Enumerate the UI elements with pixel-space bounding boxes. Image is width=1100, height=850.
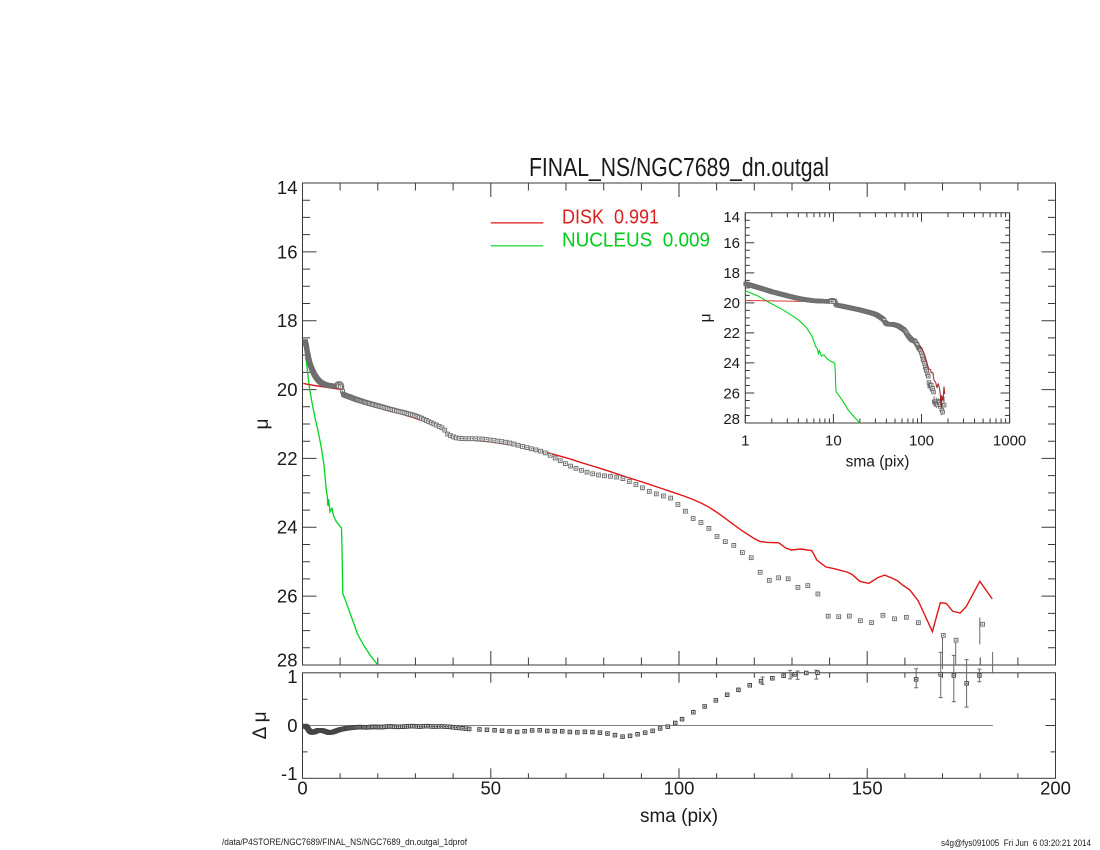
- svg-text:sma (pix): sma (pix): [846, 454, 910, 471]
- svg-text:20: 20: [277, 379, 298, 400]
- svg-text:s4g@fys091005 Fri Jun 6 03:2: s4g@fys091005 Fri Jun 6 03:20:21 2014: [941, 838, 1091, 848]
- svg-text:NUCLEUS 0.009: NUCLEUS 0.009: [562, 230, 710, 252]
- svg-text:0: 0: [287, 715, 297, 736]
- svg-text:150: 150: [852, 778, 883, 799]
- svg-text:50: 50: [481, 778, 502, 799]
- svg-text:100: 100: [664, 778, 695, 799]
- svg-text:24: 24: [723, 355, 740, 372]
- svg-text:26: 26: [277, 586, 298, 607]
- svg-text:16: 16: [723, 235, 740, 252]
- svg-text:100: 100: [909, 433, 934, 450]
- svg-text:sma (pix): sma (pix): [640, 806, 718, 827]
- svg-text:26: 26: [723, 385, 740, 402]
- svg-text:24: 24: [277, 517, 298, 538]
- svg-text:FINAL_NS/NGC7689_dn.outgal: FINAL_NS/NGC7689_dn.outgal: [529, 154, 829, 182]
- svg-text:1: 1: [741, 433, 749, 450]
- svg-text:-1: -1: [281, 763, 297, 784]
- svg-text:28: 28: [723, 411, 740, 428]
- svg-text:0: 0: [297, 778, 307, 799]
- svg-text:20: 20: [723, 295, 740, 312]
- svg-text:10: 10: [825, 433, 842, 450]
- svg-text:18: 18: [723, 265, 740, 282]
- svg-text:Δ μ: Δ μ: [250, 711, 271, 739]
- svg-text:22: 22: [723, 325, 740, 342]
- svg-text:18: 18: [277, 310, 298, 331]
- svg-text:16: 16: [277, 241, 298, 262]
- svg-text:22: 22: [277, 448, 298, 469]
- svg-text:/data/P4STORE/NGC7689/FINAL_NS: /data/P4STORE/NGC7689/FINAL_NS/NGC7689_d…: [222, 837, 467, 847]
- svg-text:μ: μ: [698, 313, 715, 322]
- svg-text:1: 1: [287, 666, 297, 687]
- svg-text:1000: 1000: [993, 433, 1026, 450]
- svg-text:DISK 0.991: DISK 0.991: [562, 207, 659, 229]
- svg-text:14: 14: [277, 177, 298, 198]
- svg-text:200: 200: [1040, 778, 1071, 799]
- svg-text:μ: μ: [252, 419, 273, 430]
- svg-text:28: 28: [277, 650, 298, 671]
- svg-text:14: 14: [723, 209, 740, 226]
